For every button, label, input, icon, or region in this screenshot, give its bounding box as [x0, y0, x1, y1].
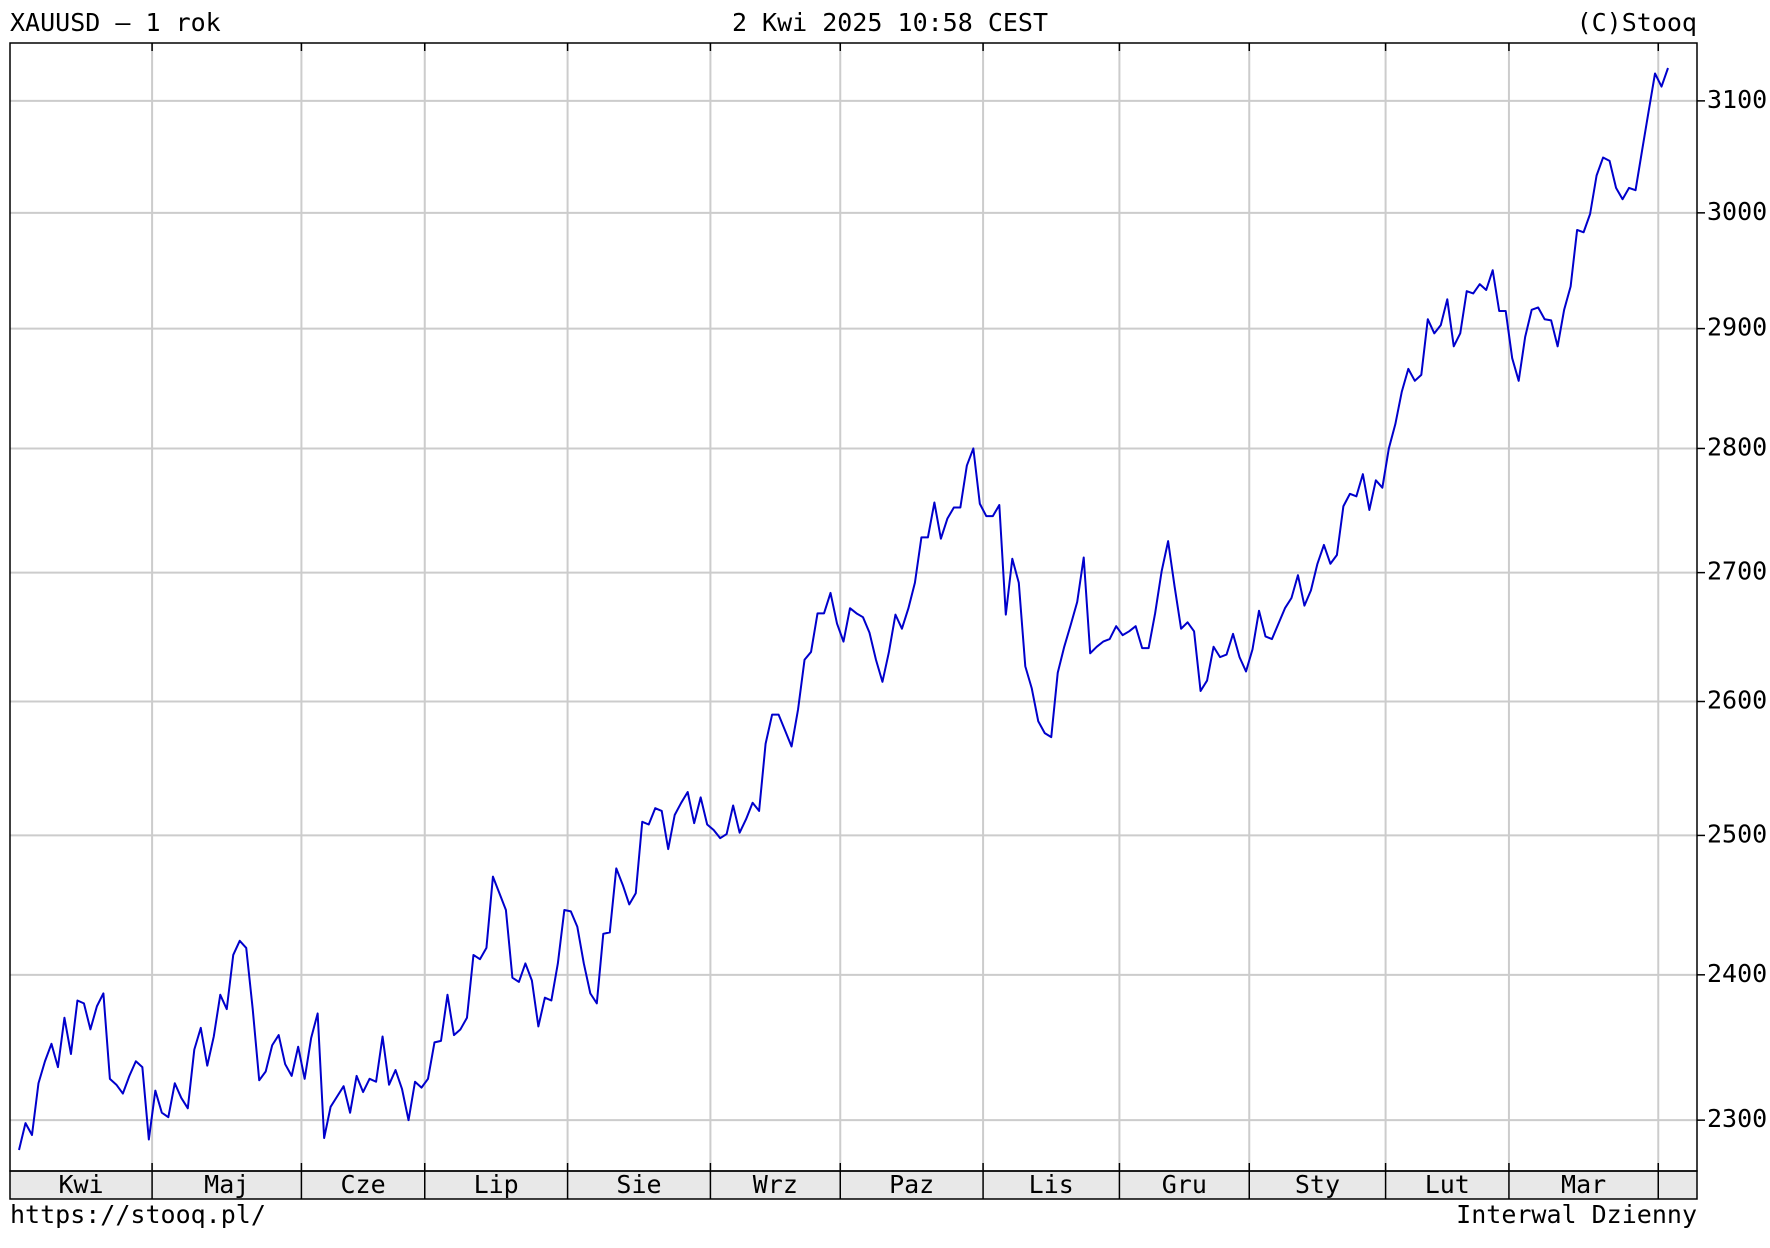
x-tick-label: Kwi	[58, 1170, 103, 1199]
y-tick-label: 2400	[1707, 959, 1767, 988]
y-tick-label: 2800	[1707, 432, 1767, 461]
x-tick-label: Lip	[474, 1170, 519, 1199]
x-tick-label: Sty	[1295, 1170, 1340, 1199]
x-tick-label: Lut	[1425, 1170, 1470, 1199]
y-tick-label: 3100	[1707, 85, 1767, 114]
x-tick-label: Cze	[341, 1170, 386, 1199]
x-label-band	[9, 1170, 1698, 1200]
x-tick-label: Gru	[1162, 1170, 1207, 1199]
y-tick-label: 2900	[1707, 313, 1767, 342]
y-tick-label: 2500	[1707, 819, 1767, 848]
y-tick-label: 2600	[1707, 685, 1767, 714]
chart-title: XAUUSD – 1 rok	[10, 8, 221, 37]
x-tick-label: Mar	[1561, 1170, 1606, 1199]
copyright: (C)Stooq	[1577, 8, 1697, 37]
price-line	[18, 67, 1669, 1151]
x-tick-label: Lis	[1029, 1170, 1074, 1199]
plot-frame	[9, 42, 1698, 1172]
source-url: https://stooq.pl/	[10, 1200, 266, 1229]
x-tick-label: Maj	[204, 1170, 249, 1199]
timestamp: 2 Kwi 2025 10:58 CEST	[732, 8, 1048, 37]
x-tick-label: Wrz	[753, 1170, 798, 1199]
x-tick-label: Paz	[889, 1170, 934, 1199]
y-tick-label: 3000	[1707, 197, 1767, 226]
interval: Interwal Dzienny	[1456, 1200, 1697, 1229]
y-tick-label: 2700	[1707, 557, 1767, 586]
x-tick-label: Sie	[616, 1170, 661, 1199]
y-tick-label: 2300	[1707, 1104, 1767, 1133]
